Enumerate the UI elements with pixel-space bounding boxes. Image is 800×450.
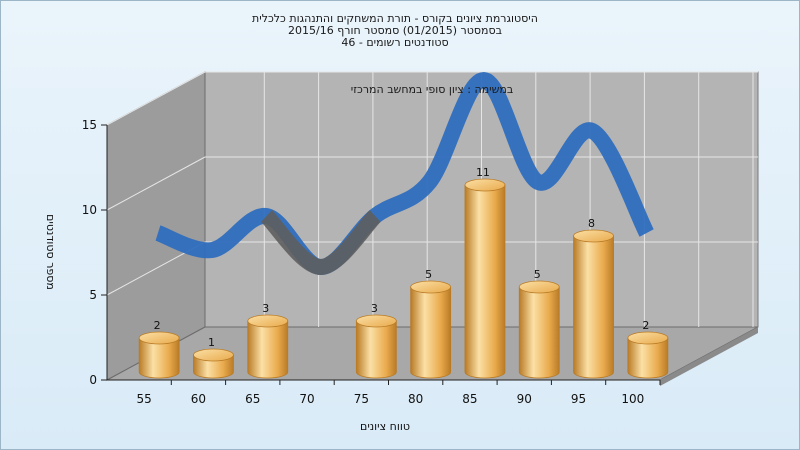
chart-subtitle: במשימה : ציון סופי במחשב המרכזי: [351, 83, 514, 96]
y-axis-title: מספר סטודנטים: [44, 214, 57, 290]
bar-cap-65: [247, 314, 289, 328]
bar-75: [355, 314, 397, 379]
bar-body-95: [573, 235, 614, 379]
bar-body-55: [138, 337, 180, 379]
bar-cap-75: [355, 314, 397, 328]
x-tick-label-95: 95: [571, 392, 586, 406]
bar-80: [410, 280, 452, 379]
gridline-side-3: [106, 71, 206, 126]
bar-body-85: [464, 184, 506, 379]
gridline-side-2: [106, 156, 206, 211]
bar-85: [464, 178, 506, 379]
trend-ribbon-shadow: [260, 210, 382, 276]
x-tick-label-65: 65: [245, 392, 260, 406]
bar-value-label-95: 8: [588, 217, 595, 230]
bar-body-65: [247, 320, 289, 379]
chart-title-line-3: סטודנטים רשומים - 46: [341, 36, 448, 49]
bar-90: [518, 280, 560, 379]
x-tick-label-55: 55: [137, 392, 152, 406]
bar-value-label-60: 1: [208, 336, 215, 349]
bar-cap-80: [410, 280, 452, 294]
x-tick-label-85: 85: [462, 392, 477, 406]
trend-ribbon: [155, 71, 654, 276]
bar-value-label-90: 5: [534, 268, 541, 281]
bar-100: [627, 331, 669, 379]
y-tick-label-3: 15: [82, 118, 97, 132]
chart-title-line-2: בסמסטר (01/2015) סמסטר חורף 2015/16: [288, 24, 502, 37]
bar-cap-90: [518, 280, 560, 294]
bar-cap-55: [138, 331, 180, 345]
x-axis-title: טווח ציונים: [360, 420, 410, 433]
bar-value-label-55: 2: [154, 319, 161, 332]
bar-95: [573, 229, 614, 379]
x-tick-label-75: 75: [354, 392, 369, 406]
floor-edge: [660, 327, 758, 386]
bar-value-label-65: 3: [262, 302, 269, 315]
y-tick-label-1: 5: [89, 288, 97, 302]
trend-ribbon-band: [155, 71, 654, 276]
bar-value-label-100: 2: [642, 319, 649, 332]
bar-value-label-75: 3: [371, 302, 378, 315]
bar-cap-95: [573, 229, 614, 243]
bar-body-75: [355, 320, 397, 379]
bar-cap-100: [627, 331, 669, 345]
x-tick-label-90: 90: [517, 392, 532, 406]
x-tick-label-100: 100: [621, 392, 644, 406]
bar-value-label-85: 11: [476, 166, 490, 179]
bar-cap-85: [464, 178, 506, 192]
y-tick-label-0: 0: [89, 373, 97, 387]
chart-title-line-1: היסטוגרמת ציונים בקורס - תורת המשחקים וה…: [252, 12, 538, 25]
bar-55: [138, 331, 180, 379]
bar-65: [247, 314, 289, 379]
bar-value-label-80: 5: [425, 268, 432, 281]
bar-body-80: [410, 286, 452, 379]
bar-body-60: [193, 354, 234, 379]
bar-60: [193, 348, 234, 379]
bar-cap-60: [193, 348, 234, 362]
bar-body-90: [518, 286, 560, 379]
bar-body-100: [627, 337, 669, 379]
x-tick-label-70: 70: [299, 392, 314, 406]
y-tick-label-2: 10: [82, 203, 97, 217]
x-tick-label-60: 60: [191, 392, 206, 406]
x-tick-label-80: 80: [408, 392, 423, 406]
